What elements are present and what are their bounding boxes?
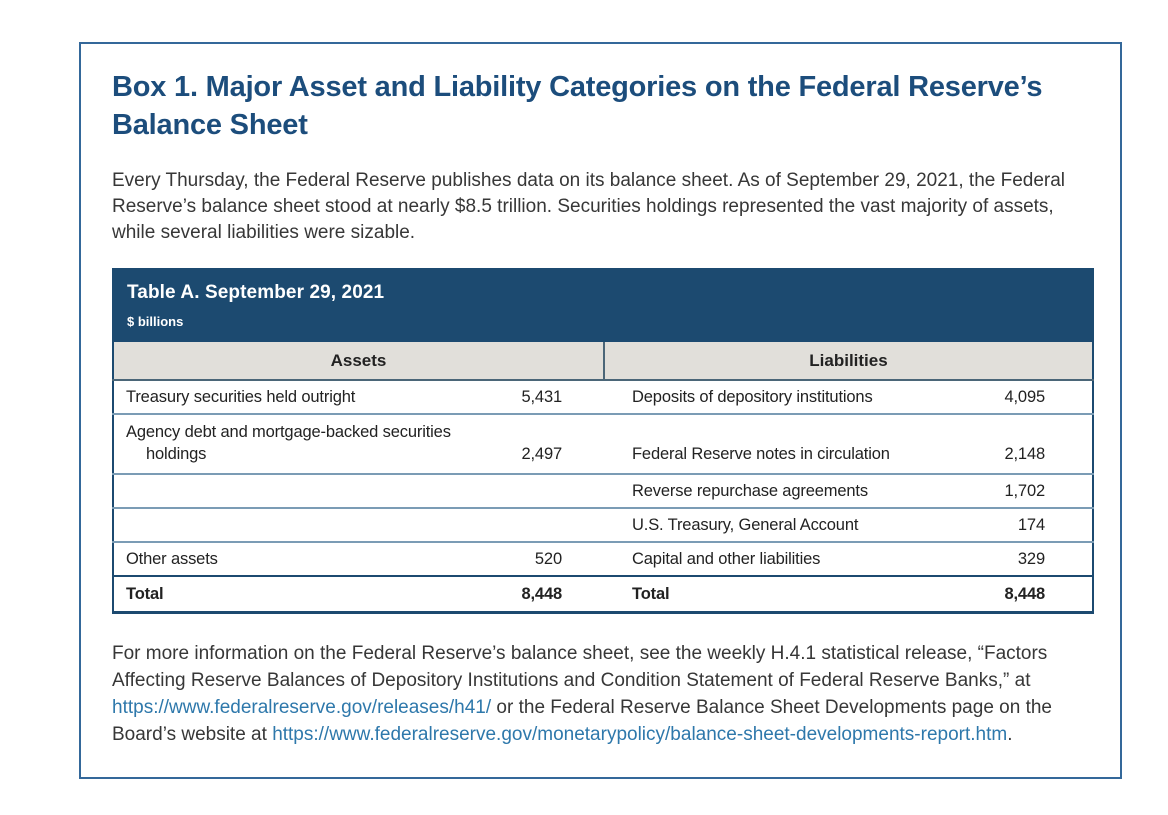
box1-container: Box 1. Major Asset and Liability Categor… [79, 42, 1122, 779]
column-header-liabilities: Liabilities [604, 342, 1093, 382]
box-title: Box 1. Major Asset and Liability Categor… [112, 71, 1043, 141]
asset-label-line1: Agency debt and mortgage-backed securiti… [126, 423, 451, 442]
table-row-total: Total 8,448 Total 8,448 [113, 575, 1093, 613]
liability-value: 4,095 [1004, 387, 1045, 406]
table-row: Other assets 520 Capital and other liabi… [113, 541, 1093, 577]
footer-text-2: or the Federal Reserve Balance Sheet Dev… [112, 696, 1052, 745]
asset-label: Agency debt and mortgage-backed securiti… [113, 413, 472, 475]
table-row: U.S. Treasury, General Account 174 [113, 507, 1093, 543]
table-row: Agency debt and mortgage-backed securiti… [113, 413, 1093, 475]
asset-value [471, 507, 604, 543]
table-row: Reverse repurchase agreements 1,702 [113, 473, 1093, 509]
asset-value: 5,431 [521, 387, 562, 406]
table-row: Treasury securities held outright 5,431 … [113, 380, 1093, 414]
asset-label: Other assets [113, 541, 472, 577]
liability-value: 174 [934, 507, 1093, 543]
liability-value: 1,702 [934, 473, 1093, 509]
asset-total-label: Total [113, 575, 472, 613]
footer-text-1: For more information on the Federal Rese… [112, 642, 1048, 691]
liability-label: U.S. Treasury, General Account [604, 507, 935, 543]
liability-total-label: Total [604, 575, 935, 613]
liability-value: 2,148 [934, 413, 1093, 475]
liability-label: Federal Reserve notes in circulation [604, 413, 935, 475]
column-header-row: Assets Liabilities [113, 342, 1093, 382]
liability-total-value: 8,448 [934, 575, 1093, 613]
asset-label: Treasury securities held outright [126, 387, 356, 406]
intro-paragraph: Every Thursday, the Federal Reserve publ… [112, 170, 1066, 244]
footer-text-3: . [1007, 723, 1013, 745]
liability-label: Reverse repurchase agreements [604, 473, 935, 509]
asset-label [113, 507, 472, 543]
liability-label: Capital and other liabilities [604, 541, 935, 577]
asset-value: 520 [471, 541, 604, 577]
liability-label: Deposits of depository institutions [632, 387, 873, 406]
table-unit-label: $ billions [127, 314, 184, 330]
liability-value: 329 [934, 541, 1093, 577]
asset-value: 2,497 [471, 413, 604, 475]
asset-total-value: 8,448 [471, 575, 604, 613]
balance-sheet-grid: Assets Liabilities Treasury securities h… [112, 342, 1094, 614]
table-header-band: Table A. September 29, 2021 $ billions [112, 268, 1094, 343]
asset-label-line2: holdings [146, 445, 207, 464]
table-title: Table A. September 29, 2021 [127, 282, 385, 304]
footer-paragraph: For more information on the Federal Rese… [112, 641, 1090, 749]
h41-release-link[interactable]: https://www.federalreserve.gov/releases/… [112, 696, 492, 718]
balance-sheet-table: Table A. September 29, 2021 $ billions A… [112, 268, 1094, 614]
balance-sheet-developments-link[interactable]: https://www.federalreserve.gov/monetaryp… [272, 723, 1008, 745]
asset-value [471, 473, 604, 509]
asset-label [113, 473, 472, 509]
column-header-assets: Assets [113, 342, 605, 382]
